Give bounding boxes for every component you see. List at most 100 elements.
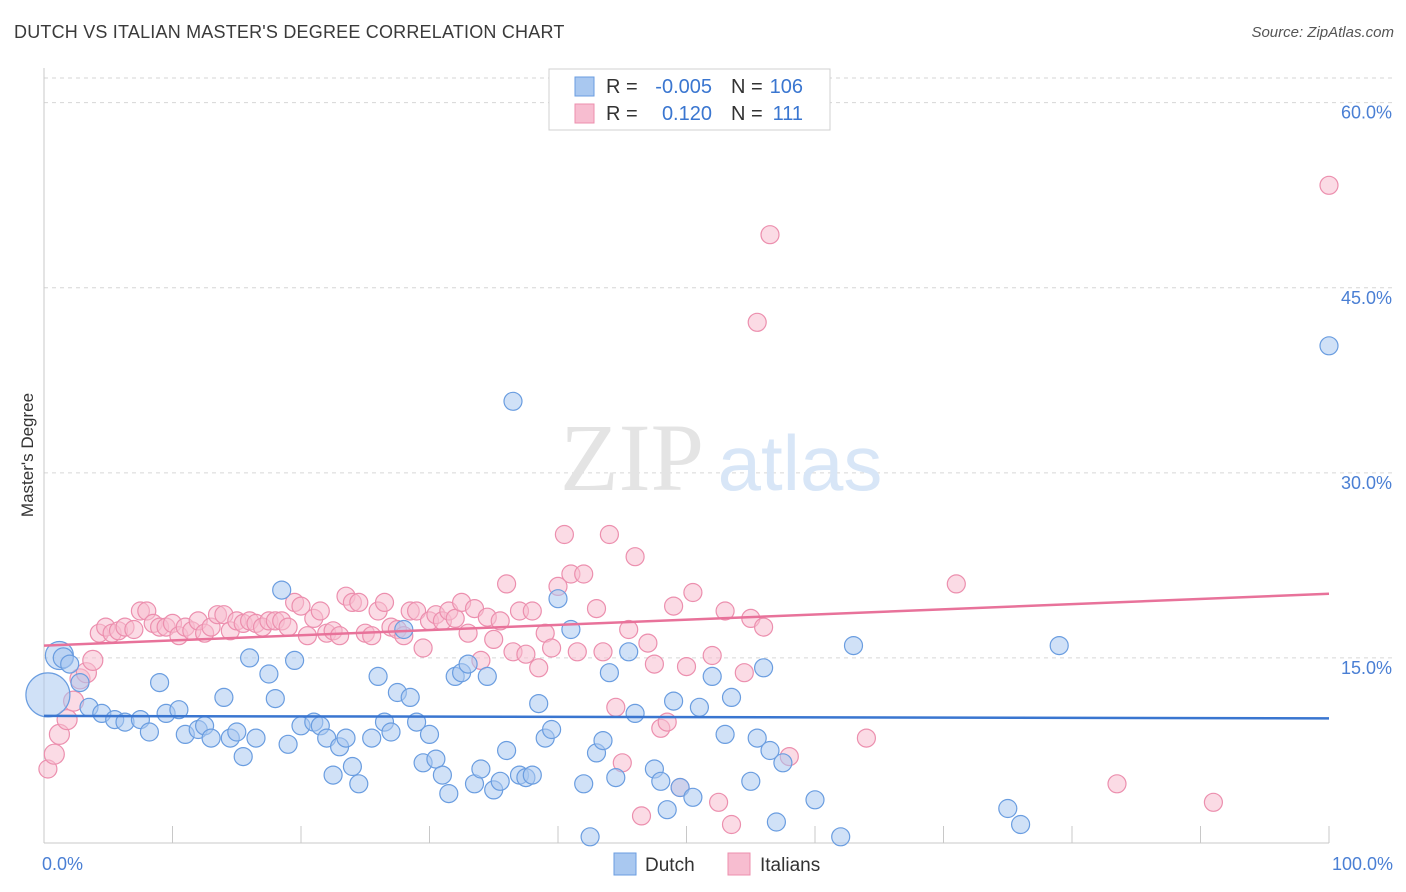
point-dutch-27 (278, 734, 298, 754)
trend-line-dutch (43, 714, 1330, 720)
point-italians-83 (574, 564, 594, 584)
point-dutch-28 (285, 650, 305, 671)
point-italians-107 (753, 617, 774, 637)
series-legend: Dutch Italians (613, 852, 820, 876)
point-italians-103 (721, 814, 742, 835)
point-italians-91 (631, 806, 652, 826)
point-italians-98 (676, 656, 697, 677)
point-dutch-48 (426, 749, 446, 769)
point-dutch-11 (150, 672, 170, 693)
point-italians-108 (760, 225, 780, 245)
point-dutch-37 (349, 774, 369, 794)
y-tick-label-3: 60.0% (1341, 103, 1392, 123)
point-italians-112 (1107, 774, 1127, 794)
series-italians-points (38, 175, 1339, 835)
point-italians-76 (529, 658, 549, 678)
point-dutch-63 (522, 765, 542, 785)
x-tick-label-1: 100.0% (1332, 854, 1393, 874)
point-dutch-98 (1049, 635, 1069, 656)
point-italians-48 (349, 592, 369, 613)
point-dutch-36 (342, 756, 362, 777)
point-italians-71 (497, 574, 517, 594)
trend-lines (43, 592, 1330, 720)
stats-legend: R = -0.005 N = 106 R = 0.120 N = 111 (548, 68, 831, 131)
point-italians-96 (663, 596, 684, 616)
chart-title: DUTCH VS ITALIAN MASTER'S DEGREE CORRELA… (14, 22, 565, 42)
point-italians-37 (278, 617, 298, 637)
gridlines (44, 77, 1392, 659)
point-italians-65 (458, 623, 478, 643)
legend-dutch-n-label: N = (731, 76, 763, 98)
bottom-legend-italians: Italians (760, 855, 820, 876)
source-label: Source: ZipAtlas.com (1251, 24, 1394, 41)
point-italians-100 (702, 645, 722, 666)
point-dutch-50 (439, 783, 459, 804)
point-italians-74 (516, 644, 536, 664)
point-dutch-75 (619, 642, 639, 662)
point-italians-113 (1203, 792, 1224, 812)
point-dutch-43 (394, 619, 414, 640)
trend-line-italians (43, 592, 1330, 647)
point-dutch-64 (529, 693, 549, 714)
point-dutch-67 (548, 589, 568, 609)
point-dutch-35 (336, 728, 356, 748)
point-italians-90 (625, 547, 645, 567)
point-dutch-3 (60, 654, 80, 674)
point-italians-42 (310, 601, 330, 621)
point-dutch-23 (246, 728, 266, 748)
point-dutch-18 (214, 687, 234, 708)
watermark: ZIP atlas (560, 404, 882, 511)
point-dutch-58 (490, 771, 510, 791)
bottom-legend-dutch: Dutch (645, 855, 695, 876)
point-dutch-86 (721, 687, 742, 708)
bottom-legend-swatch-italians (727, 852, 751, 876)
point-dutch-21 (233, 746, 253, 767)
point-italians-70 (490, 611, 510, 631)
point-italians-13 (124, 619, 144, 640)
point-dutch-39 (368, 666, 388, 687)
point-dutch-72 (593, 730, 613, 751)
point-italians-69 (484, 629, 504, 650)
point-dutch-24 (259, 664, 279, 684)
point-dutch-47 (419, 724, 440, 745)
legend-dutch-r-value: -0.005 (655, 76, 712, 98)
point-italians-39 (291, 596, 311, 616)
legend-dutch-n-value: 106 (770, 76, 803, 98)
point-italians-82 (567, 642, 587, 662)
point-italians-99 (683, 582, 703, 603)
point-italians-89 (619, 619, 639, 640)
legend-swatch-dutch (574, 76, 595, 97)
point-dutch-84 (702, 666, 722, 687)
point-italians-80 (554, 524, 575, 545)
point-dutch-87 (741, 771, 761, 791)
point-italians-111 (946, 574, 966, 594)
x-tick-label-0: 0.0% (42, 854, 83, 874)
point-italians-57 (407, 601, 427, 621)
point-dutch-83 (689, 697, 710, 717)
legend-italians-n-value: 111 (773, 103, 803, 125)
point-italians-92 (638, 633, 658, 653)
point-italians-58 (413, 638, 433, 658)
point-italians-85 (593, 642, 613, 662)
point-dutch-44 (400, 687, 420, 708)
point-dutch-17 (201, 728, 221, 748)
point-dutch-49 (432, 765, 452, 785)
point-dutch-26 (272, 580, 292, 600)
point-dutch-4 (70, 672, 90, 693)
point-dutch-74 (606, 767, 626, 788)
point-dutch-85 (715, 724, 735, 745)
point-dutch-79 (657, 800, 677, 820)
point-italians-95 (657, 712, 677, 732)
point-dutch-10 (139, 722, 159, 742)
point-dutch-91 (766, 812, 787, 832)
point-dutch-90 (760, 740, 780, 761)
point-italians-3 (56, 708, 78, 731)
point-dutch-0 (25, 672, 71, 718)
legend-italians-r-value: 0.120 (662, 103, 712, 125)
point-dutch-59 (497, 740, 517, 761)
stats-legend-box (548, 68, 831, 131)
point-italians-7 (82, 649, 104, 672)
point-italians-101 (708, 792, 729, 812)
point-dutch-82 (683, 787, 703, 807)
point-dutch-76 (625, 703, 645, 724)
